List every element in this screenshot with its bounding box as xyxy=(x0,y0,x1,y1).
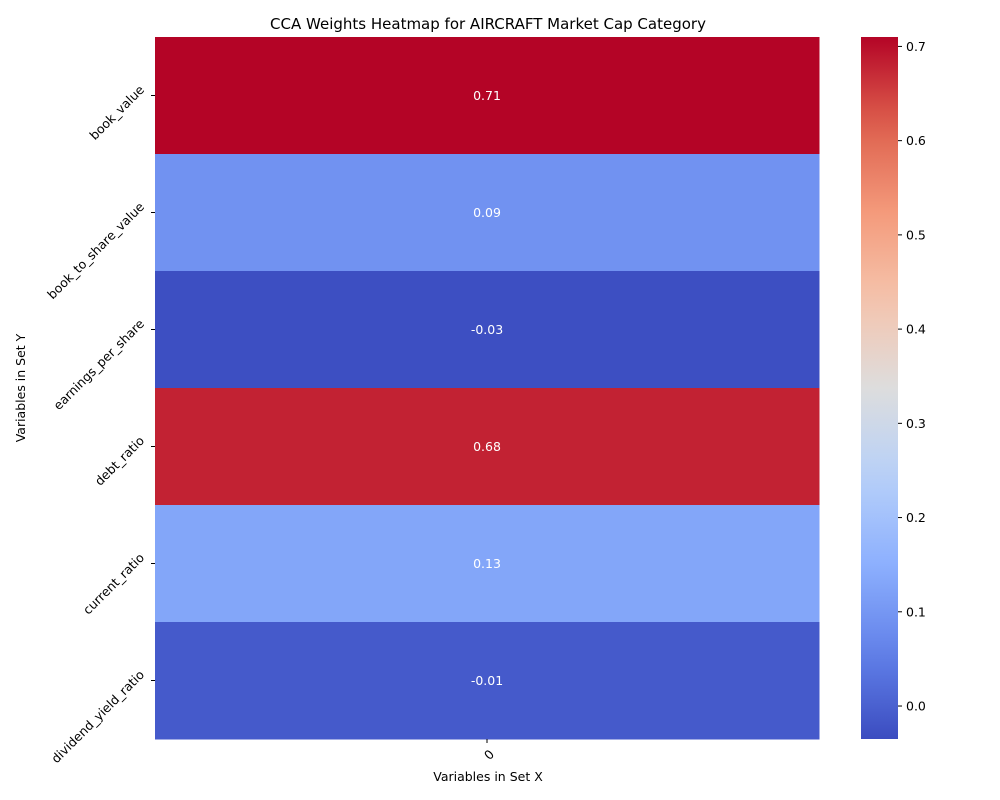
cell-value-label: 0.68 xyxy=(473,439,501,454)
chart-title: CCA Weights Heatmap for AIRCRAFT Market … xyxy=(270,15,706,33)
x-axis-ticks: 0 xyxy=(481,739,497,763)
cell-value-label: 0.71 xyxy=(473,88,501,103)
y-tick-label: book_to_share_value xyxy=(44,199,147,302)
heatmap-cell xyxy=(155,154,820,272)
y-tick-label: dividend_yield_ratio xyxy=(48,667,147,766)
colorbar xyxy=(861,37,898,739)
x-tick-label: 0 xyxy=(481,746,497,762)
heatmap-cell xyxy=(155,37,820,155)
colorbar-tick-label: 0.0 xyxy=(906,699,926,714)
y-tick-label: debt_ratio xyxy=(92,433,148,489)
heatmap-cell xyxy=(155,271,820,389)
heatmap-cell-labels: 0.71 0.09 -0.03 0.68 0.13 -0.01 xyxy=(471,88,503,688)
y-axis-ticks: book_value book_to_share_value earnings_pe… xyxy=(44,82,155,766)
y-tick-label: earnings_per_share xyxy=(50,316,147,413)
y-tick-label: current_ratio xyxy=(80,550,147,617)
heatmap-cell xyxy=(155,622,820,740)
heatmap-cell xyxy=(155,505,820,623)
cell-value-label: 0.13 xyxy=(473,556,501,571)
colorbar-ticks: 0.0 0.1 0.2 0.3 0.4 0.5 0.6 0.7 xyxy=(898,39,926,714)
cell-value-label: -0.03 xyxy=(471,322,503,337)
colorbar-tick-label: 0.3 xyxy=(906,416,926,431)
colorbar-tick-label: 0.4 xyxy=(906,322,926,337)
x-axis-label: Variables in Set X xyxy=(433,769,543,784)
cell-value-label: 0.09 xyxy=(473,205,501,220)
colorbar-tick-label: 0.6 xyxy=(906,133,926,148)
heatmap-cell xyxy=(155,388,820,506)
y-tick-label: book_value xyxy=(86,82,147,143)
y-axis-label: Variables in Set Y xyxy=(13,333,28,442)
colorbar-tick-label: 0.2 xyxy=(906,510,926,525)
colorbar-tick-label: 0.5 xyxy=(906,227,926,242)
cell-value-label: -0.01 xyxy=(471,673,503,688)
heatmap-cells xyxy=(155,37,820,740)
colorbar-tick-label: 0.1 xyxy=(906,604,926,619)
colorbar-tick-label: 0.7 xyxy=(906,39,926,54)
